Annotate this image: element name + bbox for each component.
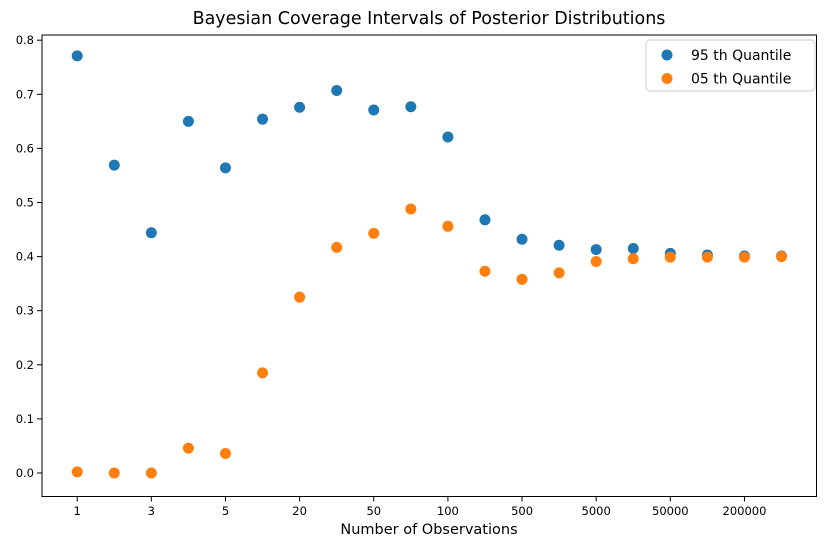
y-tick-label: 0.1: [16, 412, 34, 426]
point-series1: [219, 448, 231, 460]
legend-marker-95th: [661, 49, 673, 61]
point-series1: [553, 267, 565, 279]
x-tick-label: 100: [437, 504, 459, 518]
point-series0: [331, 85, 343, 97]
point-series0: [590, 244, 602, 256]
y-tick-label: 0.4: [16, 250, 34, 264]
x-tick-label: 5000: [582, 504, 611, 518]
plot-area: [41, 34, 817, 497]
y-tick-label: 0.7: [16, 87, 34, 101]
chart-title: Bayesian Coverage Intervals of Posterior…: [193, 9, 666, 29]
legend-label-05th: 05 th Quantile: [691, 72, 791, 88]
point-series1: [776, 251, 788, 263]
point-series0: [627, 242, 639, 254]
point-series1: [331, 241, 343, 253]
point-series0: [108, 159, 120, 171]
x-tick-label: 500: [511, 504, 533, 518]
point-series1: [738, 251, 750, 263]
point-series0: [145, 227, 157, 239]
y-tick-label: 0.2: [16, 358, 34, 372]
point-series0: [71, 50, 83, 62]
x-tick-label: 1: [74, 504, 81, 518]
point-series0: [479, 214, 491, 226]
point-series1: [442, 220, 454, 232]
x-tick-label: 3: [148, 504, 155, 518]
point-series0: [182, 115, 194, 127]
point-series0: [368, 104, 380, 116]
point-series1: [257, 367, 269, 379]
x-tick-label: 50000: [652, 504, 689, 518]
point-series0: [405, 101, 417, 113]
y-tick-label: 0.0: [16, 466, 34, 480]
y-tick-label: 0.3: [16, 304, 34, 318]
point-series1: [627, 253, 639, 265]
x-tick-label: 50: [366, 504, 381, 518]
point-series1: [664, 251, 676, 263]
legend: 95 th Quantile 05 th Quantile: [645, 39, 816, 92]
point-series1: [405, 203, 417, 215]
legend-label-95th: 95 th Quantile: [691, 48, 791, 64]
point-series1: [145, 467, 157, 479]
point-series0: [553, 239, 565, 251]
legend-frame: [645, 39, 816, 92]
x-tick-label: 5: [222, 504, 229, 518]
legend-marker-05th: [661, 73, 673, 84]
point-series1: [590, 255, 602, 267]
point-series1: [71, 466, 83, 478]
x-axis-label: Number of Observations: [340, 522, 517, 538]
point-series1: [294, 291, 306, 303]
point-series0: [219, 162, 231, 174]
point-series0: [516, 233, 528, 245]
y-tick-label: 0.8: [16, 33, 34, 47]
y-tick-label: 0.5: [16, 196, 34, 210]
y-axis-ticks: 0.0 0.1 0.2 0.3 0.4 0.5 0.6 0.7 0.8: [16, 33, 42, 480]
point-series0: [294, 101, 306, 113]
point-series0: [442, 131, 454, 143]
point-series1: [108, 467, 120, 479]
point-series1: [368, 227, 380, 239]
point-series0: [257, 113, 269, 125]
y-tick-label: 0.6: [16, 141, 34, 155]
point-series1: [516, 273, 528, 285]
data-points: [71, 50, 788, 479]
point-series1: [182, 442, 194, 454]
x-tick-label: 200000: [723, 504, 767, 518]
x-axis-ticks: 1 3 5 20 50 100 500 5000 50000 200000: [74, 496, 767, 518]
point-series1: [701, 251, 713, 263]
x-tick-label: 20: [292, 504, 307, 518]
point-series1: [479, 265, 491, 277]
